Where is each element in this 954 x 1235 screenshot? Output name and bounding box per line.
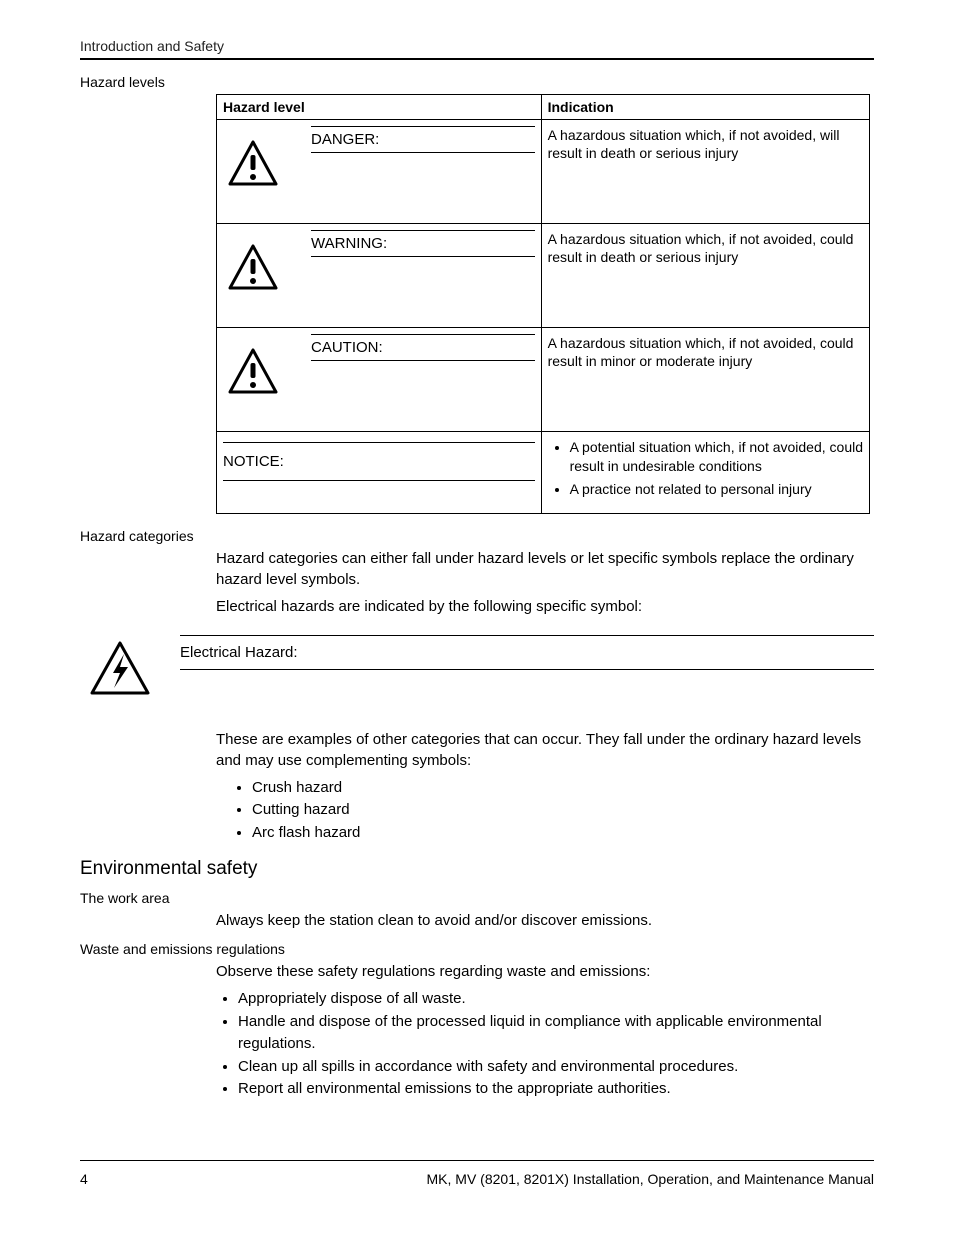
table-row: NOTICE: A potential situation which, if … [217, 432, 870, 514]
table-row: CAUTION: A hazardous situation which, if… [217, 328, 870, 432]
list-item: A potential situation which, if not avoi… [570, 438, 863, 476]
list-item: Crush hazard [252, 777, 874, 800]
page-number: 4 [80, 1171, 88, 1187]
electrical-hazard-label: Electrical Hazard: [180, 636, 874, 669]
hazard-cat-para1: Hazard categories can either fall under … [216, 548, 874, 590]
col-hazard-level: Hazard level [217, 95, 542, 120]
section-waste-regulations: Waste and emissions regulations [80, 941, 874, 957]
list-item: Arc flash hazard [252, 822, 874, 845]
hazard-cat-para3: These are examples of other categories t… [216, 729, 874, 771]
warning-triangle-icon [223, 126, 283, 186]
indication-danger: A hazardous situation which, if not avoi… [541, 120, 869, 224]
electrical-hazard-icon [80, 635, 160, 697]
section-hazard-categories: Hazard categories [80, 528, 874, 544]
hazard-levels-table: Hazard level Indication DANGER: [216, 94, 870, 514]
hazard-label-warning: WARNING: [311, 230, 535, 257]
waste-intro: Observe these safety regulations regardi… [216, 961, 874, 982]
hazard-label-caution: CAUTION: [311, 334, 535, 361]
section-work-area: The work area [80, 890, 874, 906]
list-item: Handle and dispose of the processed liqu… [238, 1011, 874, 1056]
work-area-text: Always keep the station clean to avoid a… [216, 910, 874, 931]
doc-title: MK, MV (8201, 8201X) Installation, Opera… [427, 1171, 874, 1187]
page-footer: 4 MK, MV (8201, 8201X) Installation, Ope… [80, 1160, 874, 1187]
indication-warning: A hazardous situation which, if not avoi… [541, 224, 869, 328]
list-item: A practice not related to personal injur… [570, 480, 863, 499]
table-row: DANGER: A hazardous situation which, if … [217, 120, 870, 224]
list-item: Appropriately dispose of all waste. [238, 988, 874, 1011]
section-hazard-levels: Hazard levels [80, 74, 874, 90]
indication-caution: A hazardous situation which, if not avoi… [541, 328, 869, 432]
indication-notice-list: A potential situation which, if not avoi… [548, 438, 863, 499]
col-indication: Indication [541, 95, 869, 120]
list-item: Report all environmental emissions to th… [238, 1078, 874, 1101]
rule [180, 669, 874, 670]
list-item: Clean up all spills in accordance with s… [238, 1056, 874, 1079]
header-rule [80, 58, 874, 60]
hazard-label-danger: DANGER: [311, 126, 535, 153]
hazard-cat-bullets: Crush hazard Cutting hazard Arc flash ha… [80, 777, 874, 845]
waste-bullets: Appropriately dispose of all waste. Hand… [216, 988, 874, 1101]
hazard-label-notice: NOTICE: [223, 442, 535, 481]
table-row: WARNING: A hazardous situation which, if… [217, 224, 870, 328]
running-head: Introduction and Safety [80, 38, 874, 54]
warning-triangle-icon [223, 230, 283, 290]
heading-environmental-safety: Environmental safety [80, 858, 874, 880]
hazard-cat-para2: Electrical hazards are indicated by the … [216, 596, 874, 617]
warning-triangle-icon [223, 334, 283, 394]
footer-rule [80, 1160, 874, 1161]
list-item: Cutting hazard [252, 799, 874, 822]
